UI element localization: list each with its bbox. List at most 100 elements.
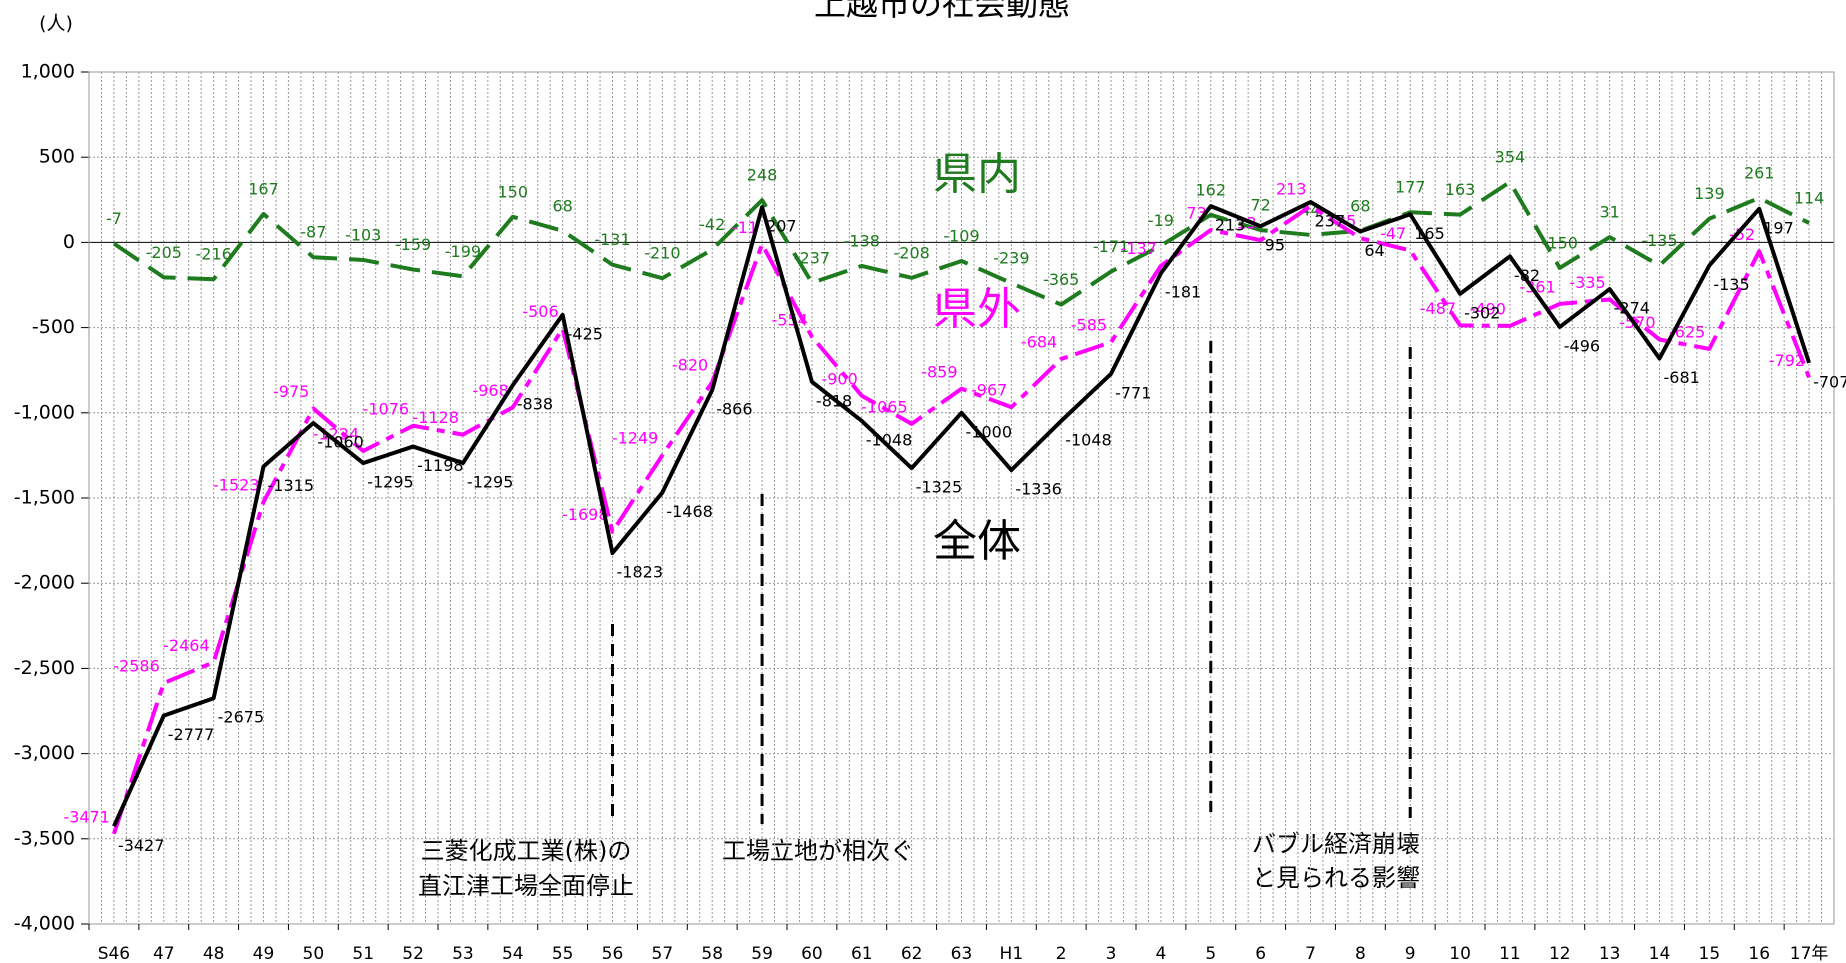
data-label: -1315 [268,476,315,495]
chart-title: 上越市の社会動態 [814,0,1070,23]
x-tick-label: 47 [153,944,175,963]
x-tick-label: 8 [1355,944,1366,963]
data-label: -335 [1569,273,1605,292]
x-tick-label: S46 [98,944,130,963]
data-label: -684 [1021,332,1057,351]
data-label: -7 [106,209,122,228]
data-label: 197 [1763,218,1794,237]
data-label: -487 [1420,299,1456,318]
data-label: -103 [345,225,381,244]
data-label: -87 [300,223,326,242]
data-label: -968 [472,381,508,400]
data-label: 213 [1276,180,1307,199]
x-tick-label: 12 [1549,944,1571,963]
x-tick-label: 11 [1499,944,1521,963]
x-tick-label: 5 [1205,944,1216,963]
data-label: -1128 [412,408,459,427]
data-label: -490 [1470,299,1506,318]
x-tick-label: 53 [452,944,474,963]
data-label: -554 [772,310,808,329]
x-tick-label: 54 [502,944,524,963]
data-label: -1295 [367,473,414,492]
x-tick-label: 17年 [1790,944,1829,963]
x-tick-label: 13 [1599,944,1621,963]
data-label: -859 [921,362,957,381]
x-tick-label: 52 [402,944,424,963]
annotation: と見られる影響 [1252,864,1420,892]
data-label: -365 [1043,270,1079,289]
data-label: -3471 [63,807,110,826]
x-tick-label: 50 [303,944,325,963]
data-label: -1048 [866,430,913,449]
data-label: 167 [248,179,279,198]
annotation: バブル経済崩壊 [1252,830,1420,858]
data-label: -135 [1641,231,1677,250]
x-tick-label: 3 [1106,944,1117,963]
data-label: -109 [943,226,979,245]
data-label: -425 [567,324,603,343]
data-label: -237 [794,248,830,267]
data-label: 207 [766,217,797,236]
x-tick-label: 4 [1156,944,1167,963]
data-label: -135 [1713,275,1749,294]
data-label: -1249 [612,429,659,448]
data-label: 261 [1744,163,1775,182]
annotation: 工場立地が相次ぐ [722,837,914,865]
plot-frame [88,71,1835,925]
x-tick-label: 48 [203,944,225,963]
x-tick-label: 61 [851,944,873,963]
data-label: 237 [1315,212,1346,231]
data-label: -302 [1464,303,1500,322]
data-label: 162 [1196,180,1227,199]
y-tick-label: -3,500 [14,827,75,849]
data-label: -1065 [861,397,908,416]
x-tick-label: 59 [751,944,773,963]
x-tick-label: 60 [801,944,823,963]
data-label: -239 [993,249,1029,268]
x-tick-label: H1 [1000,944,1024,963]
x-tick-label: 49 [253,944,275,963]
data-label: 150 [498,182,529,201]
annotation: 直江津工場全面停止 [418,872,634,900]
x-tick-label: 57 [652,944,674,963]
data-label: -1224 [313,424,360,443]
data-label: -3427 [118,836,165,855]
data-label: 114 [1794,188,1825,207]
data-label: -216 [195,245,231,264]
data-label: -838 [517,395,553,414]
y-tick-label: 0 [63,231,75,253]
y-tick-label: -3,000 [14,742,75,764]
x-tick-label: 14 [1649,944,1671,963]
x-tick-label: 10 [1449,944,1471,963]
data-label: -1468 [666,502,713,521]
data-label: -818 [816,391,852,410]
data-label: -137 [1121,239,1157,258]
y-tick-label: -4,000 [14,913,75,935]
data-label: -205 [146,243,182,262]
data-label: 177 [1395,178,1426,197]
series-label: 県内 [933,149,1021,200]
data-label: -42 [699,215,725,234]
data-label: -1325 [916,478,963,497]
data-label: -866 [716,399,752,418]
y-tick-label: 500 [39,146,75,168]
x-tick-label: 2 [1056,944,1067,963]
data-label: -975 [273,382,309,401]
series-line [112,200,1811,828]
x-tick-label: 9 [1405,944,1416,963]
data-label: 248 [747,166,778,185]
data-label: -496 [1564,336,1600,355]
y-tick-label: -2,000 [14,572,75,594]
data-label: -131 [594,230,630,249]
data-label: -19 [1148,211,1174,230]
data-label: -900 [821,369,857,388]
y-tick-label: -500 [32,316,75,338]
data-label: -1076 [363,399,410,418]
y-tick-label: 1,000 [21,61,75,83]
data-label: 163 [1445,180,1476,199]
data-label: -52 [1729,225,1755,244]
data-label: -1198 [417,456,464,475]
series-label: 全体 [933,516,1021,567]
series-line [112,204,1811,835]
